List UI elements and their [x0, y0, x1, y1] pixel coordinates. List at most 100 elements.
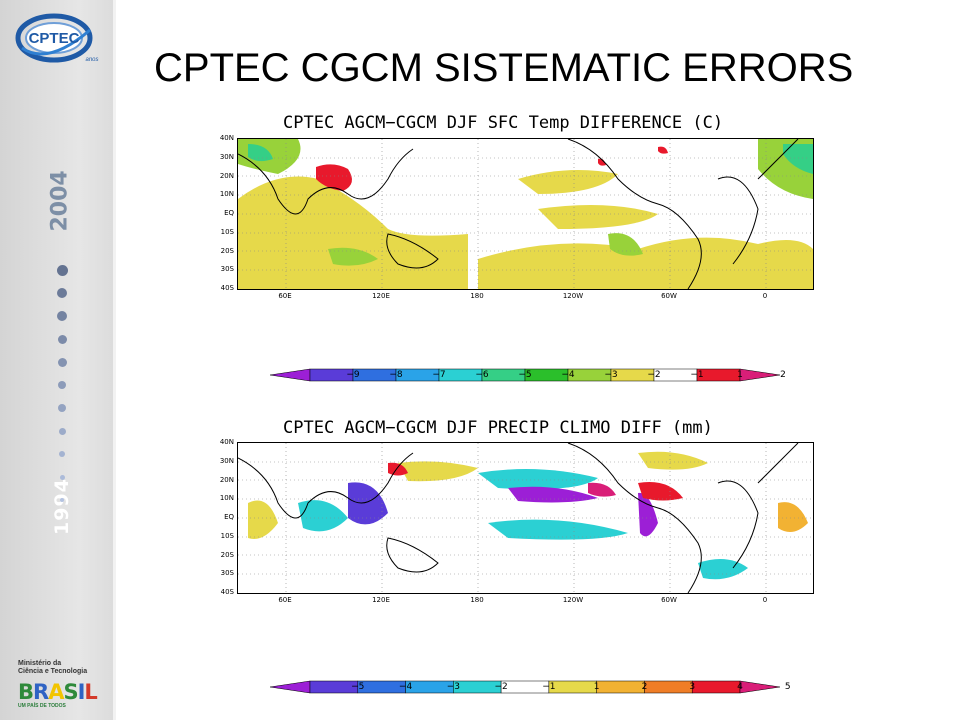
lon-tick-label: 60W [661, 292, 677, 300]
precip-anomaly-yellow [638, 451, 708, 470]
colorbar-tick-label: −7 [432, 370, 446, 380]
cptec-logo: CPTEC anos [8, 8, 108, 68]
precip-anomaly-purple [638, 492, 658, 537]
brasil-letter: I [77, 680, 86, 704]
colorbar-tick-label: −1 [690, 370, 704, 380]
temp-anomaly-green [783, 144, 813, 174]
precip-anomaly-purple [508, 486, 598, 503]
lat-tick-label: 40N [219, 438, 234, 446]
lon-tick-label: 60E [278, 292, 292, 300]
colorbar-tick-label: 3 [689, 682, 696, 692]
temp-anomaly-green [608, 233, 643, 256]
brasil-letter: B [18, 680, 34, 704]
ministry-line-1: Ministério da [18, 660, 62, 667]
lat-tick-label: 30N [219, 456, 234, 465]
timeline-dot [59, 474, 65, 480]
page-title: CPTEC CGCM SISTEMATIC ERRORS [154, 46, 854, 90]
lat-tick-label: 30N [219, 152, 234, 161]
lat-tick-label: 20N [219, 171, 234, 180]
colorbar-arrow-high [739, 368, 780, 382]
lat-tick-label: 20S [220, 550, 234, 559]
brasil-letter: S [63, 680, 78, 704]
lon-tick-label: 120E [372, 292, 390, 300]
colorbar-tick-label: −3 [604, 370, 618, 380]
logo-sub: anos [85, 57, 98, 63]
timeline-dot [58, 404, 66, 412]
colorbar-arrow-low [270, 680, 311, 694]
sidebar-edge [113, 0, 116, 720]
precip-anomaly-cyan [478, 469, 598, 490]
lon-tick-label: 120E [372, 596, 390, 604]
lon-tick-label: 120W [562, 596, 584, 604]
precip-anomaly-purple [348, 482, 388, 525]
temp-anomaly-red [658, 146, 668, 154]
temp-anomaly-yellow [238, 176, 468, 289]
precip-anomaly-cyan [488, 519, 628, 540]
colorbar-tick-label: 2 [641, 682, 648, 692]
lon-tick-label: 0 [762, 292, 768, 300]
colorbar-tick-label: −2 [647, 370, 661, 380]
timeline-dot [58, 427, 66, 435]
year-2004: 2004 [47, 170, 73, 232]
temp-anomaly-yellow [478, 237, 813, 289]
lat-tick-label: 40S [220, 284, 234, 292]
colorbar-tick-label: 4 [737, 682, 743, 692]
timeline-dot [57, 334, 67, 344]
colorbar-tick-label: −5 [518, 370, 532, 380]
ministry-label: Ministério da Ciência e Tecnologia [18, 660, 87, 676]
temp-difference-map [237, 138, 814, 290]
lat-tick-label: EQ [224, 513, 234, 521]
lat-tick-label: EQ [224, 209, 234, 217]
lat-tick-label: 10S [220, 531, 234, 540]
lat-tick-label: 20S [220, 246, 234, 255]
lon-tick-label: 60W [661, 596, 677, 604]
sidebar [0, 0, 113, 720]
timeline-dot [57, 357, 67, 367]
precip-anomaly-red [638, 482, 683, 501]
year-1994: 1994 [51, 478, 73, 535]
temp-anomaly-red [598, 158, 606, 166]
colorbar-tick-label: −6 [475, 370, 489, 380]
lon-tick-label: 0 [762, 596, 768, 604]
lat-tick-label: 10N [219, 494, 234, 503]
precip-anomaly-yellow [248, 500, 278, 539]
timeline-dot [58, 381, 66, 389]
temp-anomaly-green [248, 144, 273, 162]
temp-anomaly-green [328, 247, 378, 266]
colorbar-tick-label: 2 [780, 370, 786, 380]
logo-text: CPTEC [29, 30, 80, 47]
lat-tick-label: 40S [220, 588, 234, 596]
colorbar-tick-label: −3 [446, 682, 460, 692]
lat-tick-label: 20N [219, 475, 234, 484]
temp-colorbar [270, 368, 780, 382]
colorbar-tick-label: −1 [542, 682, 556, 692]
lon-tick-label: 180 [470, 596, 484, 604]
timeline-dot [60, 498, 64, 502]
panel-title-temp: CPTEC AGCM−CGCM DJF SFC Temp DIFFERENCE … [283, 113, 724, 133]
brasil-logo: BRASIL [18, 680, 98, 704]
timeline-dot [56, 264, 68, 276]
precip-colorbar [270, 680, 780, 694]
ministry-line-2: Ciência e Tecnologia [18, 668, 88, 675]
colorbar-tick-label: 1 [593, 682, 600, 692]
precip-anomaly-red [588, 482, 616, 497]
lat-tick-label: 10N [219, 190, 234, 199]
colorbar-tick-label: −4 [398, 682, 413, 692]
precip-difference-map [237, 442, 814, 594]
brasil-letter: R [33, 680, 49, 704]
colorbar-tick-label: −9 [346, 370, 360, 380]
temp-anomaly-red [316, 164, 352, 191]
panel-title-precip: CPTEC AGCM−CGCM DJF PRECIP CLIMO DIFF (m… [283, 418, 713, 438]
precip-anomaly-yellow [398, 461, 478, 482]
timeline-dot [57, 311, 67, 321]
precip-anomaly-orange [778, 502, 808, 532]
brasil-letter: A [48, 680, 64, 704]
lon-tick-label: 60E [278, 596, 292, 604]
colorbar-tick-label: −5 [351, 682, 365, 692]
colorbar-tick-label: 1 [737, 370, 743, 380]
colorbar-arrow-high [739, 680, 780, 694]
lat-tick-label: 30S [220, 569, 234, 578]
precip-anomaly-cyan [298, 500, 348, 532]
colorbar-tick-label: −4 [561, 370, 575, 380]
colorbar-tick-label: 5 [784, 682, 791, 692]
